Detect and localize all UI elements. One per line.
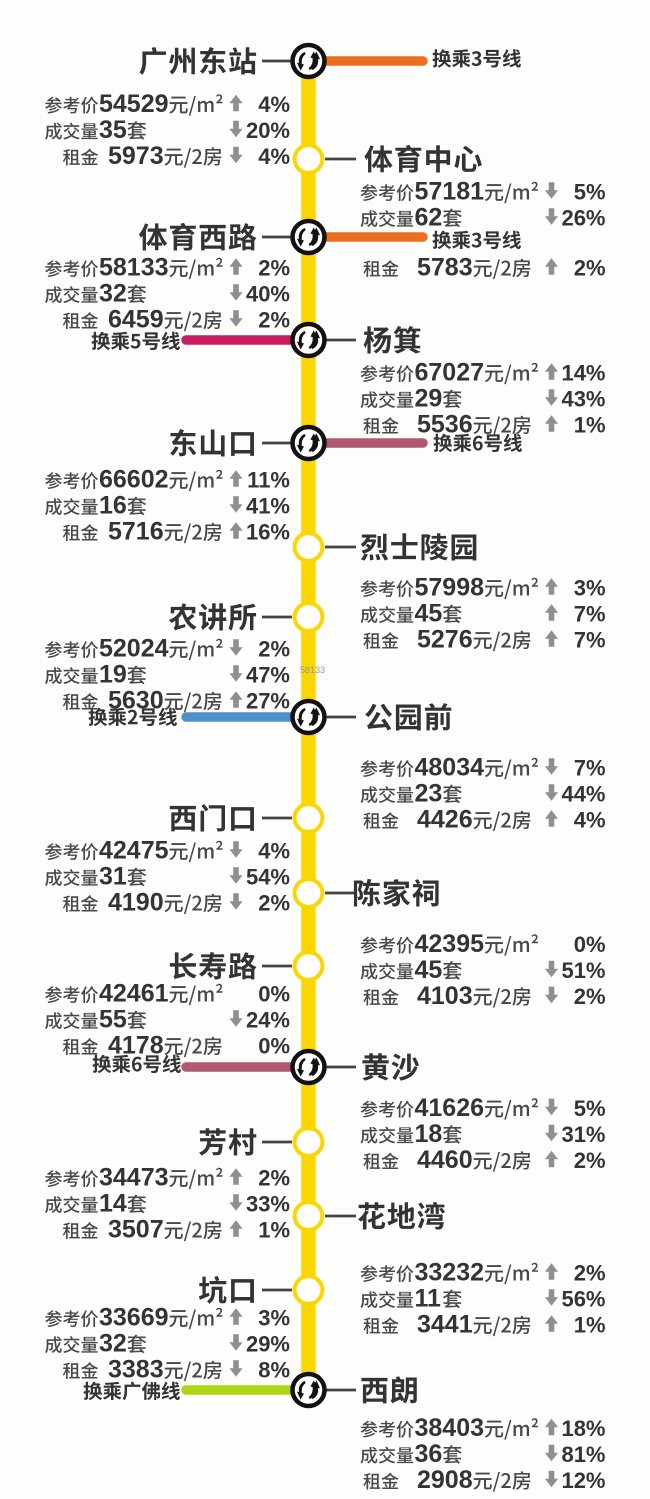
svg-text:2%: 2% xyxy=(574,1148,606,1173)
svg-text:11%: 11% xyxy=(247,468,290,493)
svg-text:29%: 29% xyxy=(246,1332,290,1357)
svg-text:3%: 3% xyxy=(258,1306,290,1331)
svg-text:14%: 14% xyxy=(561,361,605,386)
svg-text:33669: 33669 xyxy=(99,1304,169,1332)
svg-text:2908: 2908 xyxy=(417,1466,473,1494)
svg-text:42395: 42395 xyxy=(415,930,485,958)
svg-text:51%: 51% xyxy=(561,958,605,983)
svg-text:26%: 26% xyxy=(561,206,605,231)
svg-text:23: 23 xyxy=(415,780,443,808)
svg-text:4%: 4% xyxy=(574,808,606,833)
svg-text:41%: 41% xyxy=(246,494,290,519)
svg-text:14: 14 xyxy=(99,1190,127,1218)
svg-text:4426: 4426 xyxy=(417,806,473,834)
svg-text:44%: 44% xyxy=(561,782,605,807)
svg-text:24%: 24% xyxy=(246,1008,290,1033)
svg-text:18%: 18% xyxy=(561,1416,605,1441)
svg-text:8%: 8% xyxy=(258,1358,290,1383)
svg-text:2%: 2% xyxy=(258,891,290,916)
svg-text:4%: 4% xyxy=(258,839,290,864)
svg-text:19: 19 xyxy=(99,661,127,689)
svg-text:4%: 4% xyxy=(258,144,290,169)
svg-text:5%: 5% xyxy=(574,1096,606,1121)
svg-text:55: 55 xyxy=(99,1006,127,1034)
svg-text:5630: 5630 xyxy=(108,687,164,715)
svg-text:5276: 5276 xyxy=(417,626,473,654)
svg-text:7%: 7% xyxy=(574,628,606,653)
svg-text:32: 32 xyxy=(99,1330,127,1358)
svg-text:41626: 41626 xyxy=(415,1094,485,1122)
svg-text:29: 29 xyxy=(415,385,443,413)
svg-text:57181: 57181 xyxy=(415,178,485,206)
svg-text:16%: 16% xyxy=(246,520,290,545)
svg-text:48034: 48034 xyxy=(415,754,485,782)
svg-text:0%: 0% xyxy=(258,1034,290,1059)
svg-text:4178: 4178 xyxy=(108,1032,164,1060)
svg-text:42461: 42461 xyxy=(99,980,169,1008)
svg-text:18: 18 xyxy=(415,1120,443,1148)
svg-text:2%: 2% xyxy=(574,984,606,1009)
svg-text:66602: 66602 xyxy=(99,466,169,494)
svg-text:34473: 34473 xyxy=(99,1164,169,1192)
svg-text:3507: 3507 xyxy=(108,1216,164,1244)
svg-text:40%: 40% xyxy=(246,282,290,307)
svg-text:0%: 0% xyxy=(258,982,290,1007)
svg-text:4103: 4103 xyxy=(417,982,473,1010)
svg-text:38403: 38403 xyxy=(415,1414,485,1442)
svg-text:42475: 42475 xyxy=(99,837,169,865)
svg-text:31: 31 xyxy=(99,863,127,891)
svg-text:67027: 67027 xyxy=(415,359,485,387)
svg-text:1%: 1% xyxy=(574,1313,606,1338)
svg-text:5%: 5% xyxy=(574,180,606,205)
svg-text:3441: 3441 xyxy=(417,1311,473,1339)
svg-text:5783: 5783 xyxy=(417,254,473,282)
svg-text:20%: 20% xyxy=(246,118,290,143)
svg-text:1%: 1% xyxy=(574,413,606,438)
svg-text:27%: 27% xyxy=(246,689,290,714)
svg-text:2%: 2% xyxy=(258,1166,290,1191)
svg-text:2%: 2% xyxy=(258,308,290,333)
svg-text:12%: 12% xyxy=(561,1468,605,1493)
svg-text:2%: 2% xyxy=(258,637,290,662)
svg-text:7%: 7% xyxy=(574,602,606,627)
svg-text:58133: 58133 xyxy=(99,254,169,282)
svg-text:7%: 7% xyxy=(574,756,606,781)
svg-text:5536: 5536 xyxy=(417,411,473,439)
svg-text:4190: 4190 xyxy=(108,889,164,917)
svg-text:5973: 5973 xyxy=(108,142,164,170)
svg-text:2%: 2% xyxy=(574,1261,606,1286)
svg-text:81%: 81% xyxy=(561,1442,605,1467)
svg-text:2%: 2% xyxy=(258,256,290,281)
svg-text:4%: 4% xyxy=(258,92,290,117)
svg-text:3383: 3383 xyxy=(108,1356,164,1384)
svg-text:33232: 33232 xyxy=(415,1259,485,1287)
svg-text:62: 62 xyxy=(415,204,443,232)
svg-text:32: 32 xyxy=(99,280,127,308)
svg-text:43%: 43% xyxy=(561,387,605,412)
svg-text:47%: 47% xyxy=(246,663,290,688)
svg-text:33%: 33% xyxy=(246,1192,290,1217)
svg-text:58133: 58133 xyxy=(300,665,325,675)
svg-text:4460: 4460 xyxy=(417,1146,473,1174)
svg-text:45: 45 xyxy=(415,956,443,984)
svg-text:2%: 2% xyxy=(574,256,606,281)
svg-text:5716: 5716 xyxy=(108,518,164,546)
svg-text:11: 11 xyxy=(415,1285,442,1313)
svg-text:0%: 0% xyxy=(574,932,606,957)
svg-text:3%: 3% xyxy=(574,576,606,601)
svg-text:45: 45 xyxy=(415,600,443,628)
svg-text:52024: 52024 xyxy=(99,635,169,663)
svg-text:54529: 54529 xyxy=(99,90,169,118)
svg-text:16: 16 xyxy=(99,492,127,520)
svg-text:35: 35 xyxy=(99,116,127,144)
svg-text:56%: 56% xyxy=(561,1287,605,1312)
svg-text:1%: 1% xyxy=(258,1218,290,1243)
svg-text:31%: 31% xyxy=(561,1122,605,1147)
svg-text:57998: 57998 xyxy=(415,574,485,602)
svg-text:6459: 6459 xyxy=(108,306,164,334)
svg-text:36: 36 xyxy=(415,1440,443,1468)
svg-text:54%: 54% xyxy=(246,865,290,890)
